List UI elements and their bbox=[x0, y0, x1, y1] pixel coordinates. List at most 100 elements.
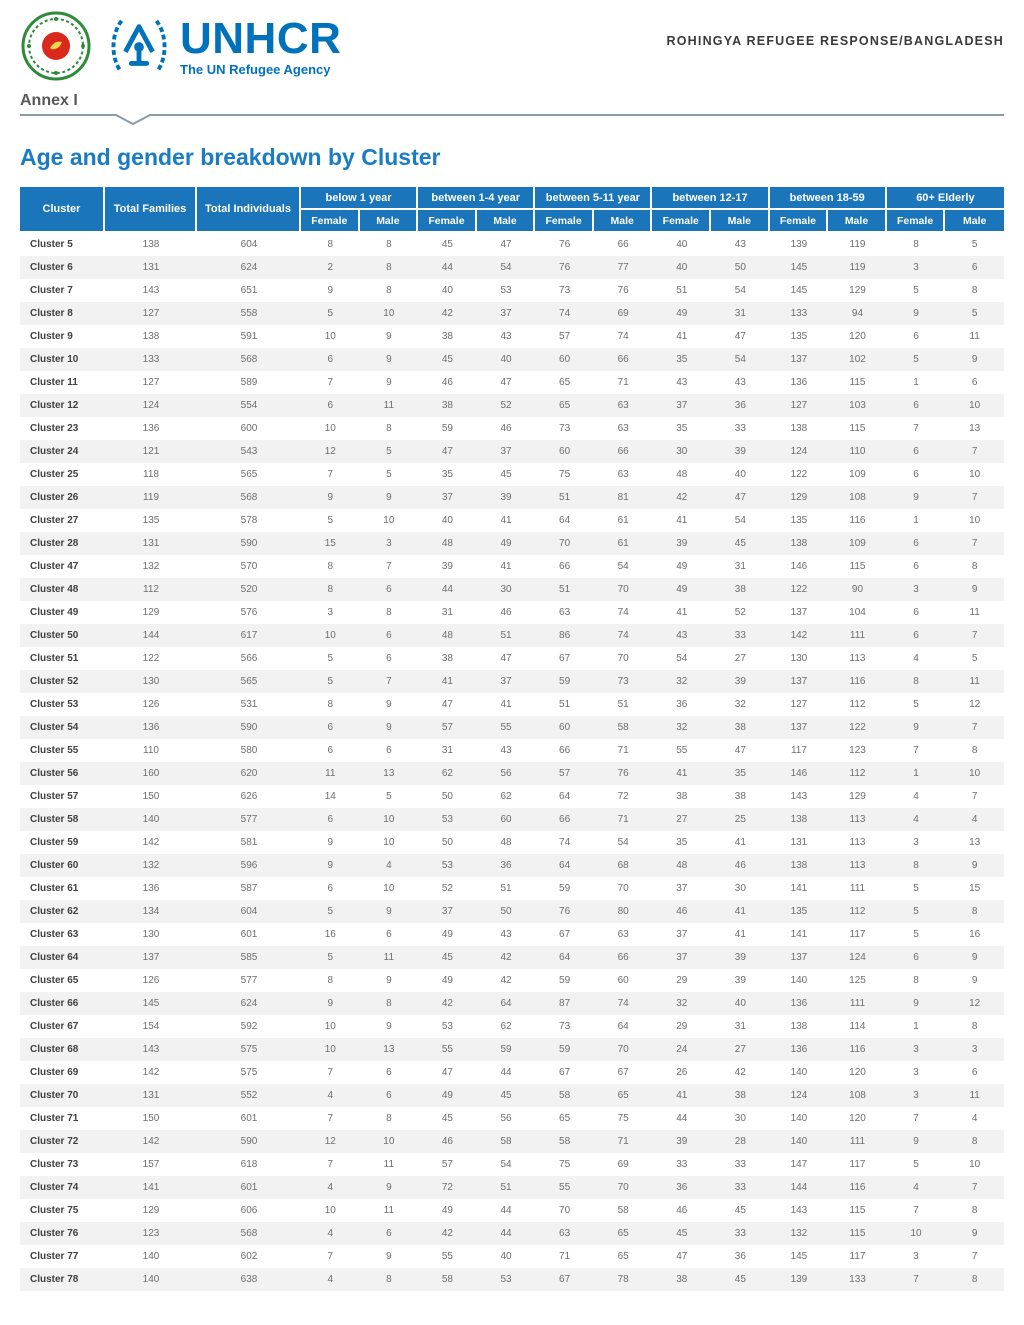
value-cell: 60 bbox=[559, 446, 571, 457]
value-cell: 1 bbox=[913, 377, 919, 388]
value-cell: 64 bbox=[500, 998, 512, 1009]
value-cell: 58 bbox=[500, 1136, 512, 1147]
value-cell: 32 bbox=[676, 998, 688, 1009]
value-cell: 64 bbox=[617, 1021, 629, 1032]
table-row: Cluster 68 143 575 10 13 55 59 59 70 24 27 136 116 3 3 bbox=[20, 1038, 1004, 1061]
value-cell: 131 bbox=[142, 262, 160, 273]
value-cell: 74 bbox=[617, 998, 629, 1009]
column-header: Total Individuals bbox=[197, 187, 301, 233]
value-cell: 55 bbox=[441, 1044, 453, 1055]
value-cell: 9 bbox=[327, 837, 334, 848]
value-cell: 138 bbox=[790, 423, 808, 434]
value-cell: 135 bbox=[142, 515, 160, 526]
value-cell: 43 bbox=[734, 239, 746, 250]
age-group-header: 60+ Elderly bbox=[886, 187, 1004, 210]
value-cell: 7 bbox=[971, 538, 978, 549]
value-cell: 108 bbox=[849, 1090, 866, 1101]
value-cell: 8 bbox=[327, 975, 334, 986]
value-cell: 52 bbox=[441, 883, 453, 894]
value-cell: 47 bbox=[500, 653, 512, 664]
value-cell: 142 bbox=[142, 1067, 160, 1078]
value-cell: 16 bbox=[969, 929, 981, 940]
value-cell: 8 bbox=[386, 607, 392, 618]
value-cell: 30 bbox=[500, 584, 512, 595]
value-cell: 36 bbox=[500, 860, 512, 871]
value-cell: 86 bbox=[559, 630, 571, 641]
value-cell: 581 bbox=[240, 837, 258, 848]
value-cell: 601 bbox=[240, 929, 258, 940]
value-cell: 5 bbox=[327, 906, 334, 917]
value-cell: 12 bbox=[969, 998, 981, 1009]
value-cell: 45 bbox=[441, 1113, 453, 1124]
value-cell: 6 bbox=[386, 1090, 392, 1101]
value-cell: 31 bbox=[441, 745, 453, 756]
cluster-name-cell: Cluster 57 bbox=[30, 791, 79, 802]
table-row: Cluster 55 110 580 6 6 31 43 66 71 55 47 117 123 7 8 bbox=[20, 739, 1004, 762]
value-cell: 604 bbox=[240, 239, 258, 250]
value-cell: 110 bbox=[143, 745, 159, 756]
value-cell: 69 bbox=[617, 308, 629, 319]
value-cell: 132 bbox=[142, 860, 160, 871]
value-cell: 45 bbox=[734, 1205, 746, 1216]
value-cell: 11 bbox=[969, 607, 980, 618]
cluster-name-cell: Cluster 73 bbox=[30, 1159, 79, 1170]
value-cell: 75 bbox=[559, 469, 571, 480]
value-cell: 62 bbox=[500, 791, 512, 802]
value-cell: 43 bbox=[500, 331, 512, 342]
value-cell: 57 bbox=[441, 722, 453, 733]
value-cell: 112 bbox=[849, 768, 866, 779]
cluster-name-cell: Cluster 49 bbox=[30, 607, 79, 618]
value-cell: 90 bbox=[851, 584, 864, 595]
value-cell: 6 bbox=[386, 745, 392, 756]
value-cell: 43 bbox=[500, 745, 512, 756]
cluster-name-cell: Cluster 8 bbox=[30, 308, 73, 319]
value-cell: 11 bbox=[383, 1205, 395, 1216]
value-cell: 10 bbox=[383, 837, 395, 848]
value-cell: 51 bbox=[559, 699, 571, 710]
value-cell: 109 bbox=[849, 469, 866, 480]
value-cell: 29 bbox=[676, 975, 688, 986]
table-row: Cluster 11 127 589 7 9 46 47 65 71 43 43 136 115 1 6 bbox=[20, 371, 1004, 394]
value-cell: 80 bbox=[617, 906, 629, 917]
value-cell: 24 bbox=[676, 1044, 688, 1055]
value-cell: 64 bbox=[559, 860, 571, 871]
value-cell: 59 bbox=[441, 423, 453, 434]
value-cell: 29 bbox=[676, 1021, 688, 1032]
value-cell: 135 bbox=[790, 331, 808, 342]
value-cell: 133 bbox=[849, 1274, 866, 1285]
value-cell: 45 bbox=[500, 469, 512, 480]
value-cell: 45 bbox=[734, 538, 746, 549]
value-cell: 33 bbox=[734, 423, 746, 434]
value-cell: 11 bbox=[383, 952, 395, 963]
value-cell: 9 bbox=[386, 1182, 392, 1193]
value-cell: 76 bbox=[617, 285, 629, 296]
value-cell: 13 bbox=[383, 768, 395, 779]
value-cell: 143 bbox=[142, 1044, 160, 1055]
value-cell: 5 bbox=[386, 791, 392, 802]
value-cell: 126 bbox=[142, 975, 160, 986]
value-cell: 10 bbox=[383, 883, 395, 894]
value-cell: 58 bbox=[617, 722, 629, 733]
unhcr-emblem-icon bbox=[111, 19, 167, 73]
value-cell: 142 bbox=[790, 630, 808, 641]
value-cell: 54 bbox=[617, 837, 629, 848]
cluster-name-cell: Cluster 71 bbox=[30, 1113, 79, 1124]
value-cell: 48 bbox=[500, 837, 512, 848]
value-cell: 38 bbox=[676, 1274, 688, 1285]
value-cell: 6 bbox=[386, 630, 392, 641]
value-cell: 587 bbox=[240, 883, 258, 894]
value-cell: 137 bbox=[142, 952, 160, 963]
value-cell: 6 bbox=[913, 561, 919, 572]
value-cell: 146 bbox=[790, 561, 808, 572]
value-cell: 113 bbox=[849, 860, 866, 871]
value-cell: 8 bbox=[971, 1021, 978, 1032]
value-cell: 7 bbox=[913, 1274, 919, 1285]
value-cell: 41 bbox=[500, 699, 512, 710]
value-cell: 56 bbox=[500, 768, 512, 779]
value-cell: 7 bbox=[913, 1113, 919, 1124]
value-cell: 129 bbox=[849, 285, 866, 296]
value-cell: 7 bbox=[327, 469, 334, 480]
value-cell: 65 bbox=[559, 400, 571, 411]
value-cell: 6 bbox=[913, 469, 919, 480]
value-cell: 66 bbox=[559, 745, 571, 756]
